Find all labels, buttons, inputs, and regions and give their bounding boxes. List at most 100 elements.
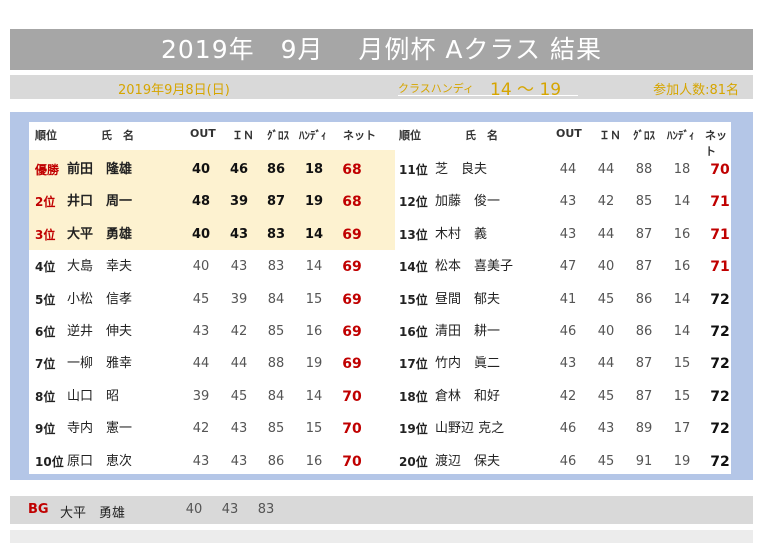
header-in: ＩＮ	[232, 129, 254, 142]
header-net-right: ネット	[705, 129, 727, 158]
rank-cell: 14位	[399, 260, 428, 275]
out-score: 42	[192, 421, 210, 437]
out-score: 46	[559, 324, 577, 339]
best-gross-in: 43	[221, 502, 239, 517]
out-score: 40	[191, 162, 211, 177]
table-row: 11位芝 良夫 44 44 88 18 70	[29, 154, 731, 186]
in-score: 43	[230, 421, 248, 437]
in-score: 44	[597, 226, 615, 242]
rank-cell: 5位	[35, 292, 56, 307]
gross-score: 86	[266, 162, 286, 177]
handi-score: 16	[305, 453, 323, 469]
rank-cell: 16位	[399, 325, 428, 339]
gross-score: 87	[266, 194, 286, 210]
table-row: 6位 逆井 伸夫 43 42 85 16 69	[29, 316, 731, 348]
out-score: 41	[559, 291, 577, 307]
player-name: 井口 周一	[67, 194, 133, 210]
out-score: 48	[191, 194, 211, 210]
out-score: 43	[192, 453, 210, 469]
player-name: 清田 耕一	[435, 324, 501, 339]
rank-cell: 10位	[35, 454, 64, 469]
net-score: 69	[342, 324, 362, 340]
player-name: 加藤 俊一	[435, 194, 501, 210]
header-out: OUT	[190, 127, 216, 140]
in-score: 42	[597, 194, 615, 210]
gross-score: 88	[635, 162, 653, 177]
out-score: 45	[192, 291, 210, 307]
in-score: 45	[597, 453, 615, 469]
net-score: 72	[710, 421, 730, 438]
table-row: 7位 一柳 雅幸 44 44 88 19 69	[29, 348, 731, 380]
out-score: 43	[559, 194, 577, 210]
out-score: 43	[559, 226, 577, 242]
header-gross-right: ｸﾞﾛｽ	[633, 129, 655, 142]
handi-score: 14	[305, 388, 323, 404]
handi-score: 14	[305, 259, 323, 275]
in-score: 43	[230, 259, 248, 275]
out-score: 40	[191, 226, 211, 242]
gross-score: 87	[635, 388, 653, 404]
rank-cell: 7位	[35, 357, 56, 372]
net-score: 70	[342, 453, 362, 470]
gross-score: 85	[267, 421, 285, 437]
player-name: 大平 勇雄	[67, 226, 133, 242]
in-score: 44	[597, 162, 615, 177]
rank-cell: 4位	[35, 260, 56, 275]
handi-score: 16	[673, 259, 691, 275]
net-score: 72	[710, 324, 730, 340]
net-score: 68	[342, 162, 362, 178]
player-name: 大島 幸夫	[67, 259, 133, 275]
gross-score: 85	[635, 194, 653, 210]
net-score: 69	[342, 226, 362, 243]
handi-score: 17	[673, 421, 691, 437]
handi-score: 18	[673, 162, 691, 177]
net-score: 69	[342, 356, 362, 373]
out-score: 40	[192, 259, 210, 275]
table-row: 4位 大島 幸夫 40 43 83 14 69	[29, 251, 731, 283]
gross-score: 83	[267, 259, 285, 275]
handi-score: 16	[673, 226, 691, 242]
net-score: 72	[710, 291, 730, 308]
gross-score: 85	[267, 324, 285, 339]
participant-count: 参加人数:81名	[653, 83, 739, 98]
header-handi-right: ﾊﾝﾃﾞｨ	[667, 129, 695, 142]
handi-score: 19	[304, 194, 324, 210]
best-gross-name: 大平 勇雄	[60, 506, 126, 521]
out-score: 43	[559, 356, 577, 372]
table-row: 5位 小松 信孝 45 39 84 15 69	[29, 284, 731, 316]
handi-score: 18	[304, 162, 324, 177]
rank-cell: 11位	[399, 163, 428, 177]
header-name: 氏 名	[101, 129, 134, 142]
out-score: 46	[559, 421, 577, 437]
in-score: 45	[597, 388, 615, 404]
rank-cell: 18位	[399, 389, 428, 404]
in-score: 39	[229, 194, 249, 210]
net-score: 70	[342, 421, 362, 438]
gross-score: 89	[635, 421, 653, 437]
net-score: 68	[342, 194, 362, 211]
net-score: 70	[710, 162, 730, 178]
player-name: 逆井 伸夫	[67, 324, 133, 339]
table-row: 17位 竹内 眞二 43 44 87 15 72	[29, 348, 731, 380]
table-row: 18位 倉林 和好 42 45 87 15 72	[29, 381, 731, 413]
net-score: 69	[342, 259, 362, 276]
in-score: 43	[229, 226, 249, 242]
handi-score: 14	[304, 226, 324, 242]
in-score: 42	[230, 324, 248, 339]
in-score: 43	[230, 453, 248, 469]
rank-cell: 20位	[399, 454, 428, 469]
header-name-right: 氏 名	[465, 129, 498, 142]
table-row: 8位 山口 昭 39 45 84 14 70	[29, 381, 731, 413]
net-score: 71	[710, 194, 730, 211]
gross-score: 87	[635, 259, 653, 275]
player-name: 松本 喜美子	[435, 259, 514, 275]
player-name: 小松 信孝	[67, 291, 133, 307]
rank-cell: 3位	[35, 227, 56, 242]
in-score: 45	[230, 388, 248, 404]
best-gross-out: 40	[185, 502, 203, 517]
results-table: 順位 氏 名 OUT ＩＮ ｸﾞﾛｽ ﾊﾝﾃﾞｨ ネット 順位 氏 名 OUT …	[29, 122, 731, 474]
table-row: 10位 原口 恵次 43 43 86 16 70	[29, 446, 731, 478]
rank-cell: 6位	[35, 325, 56, 339]
podium-highlight	[29, 150, 395, 250]
table-row: 12位 加藤 俊一 43 42 85 14 71	[29, 186, 731, 218]
